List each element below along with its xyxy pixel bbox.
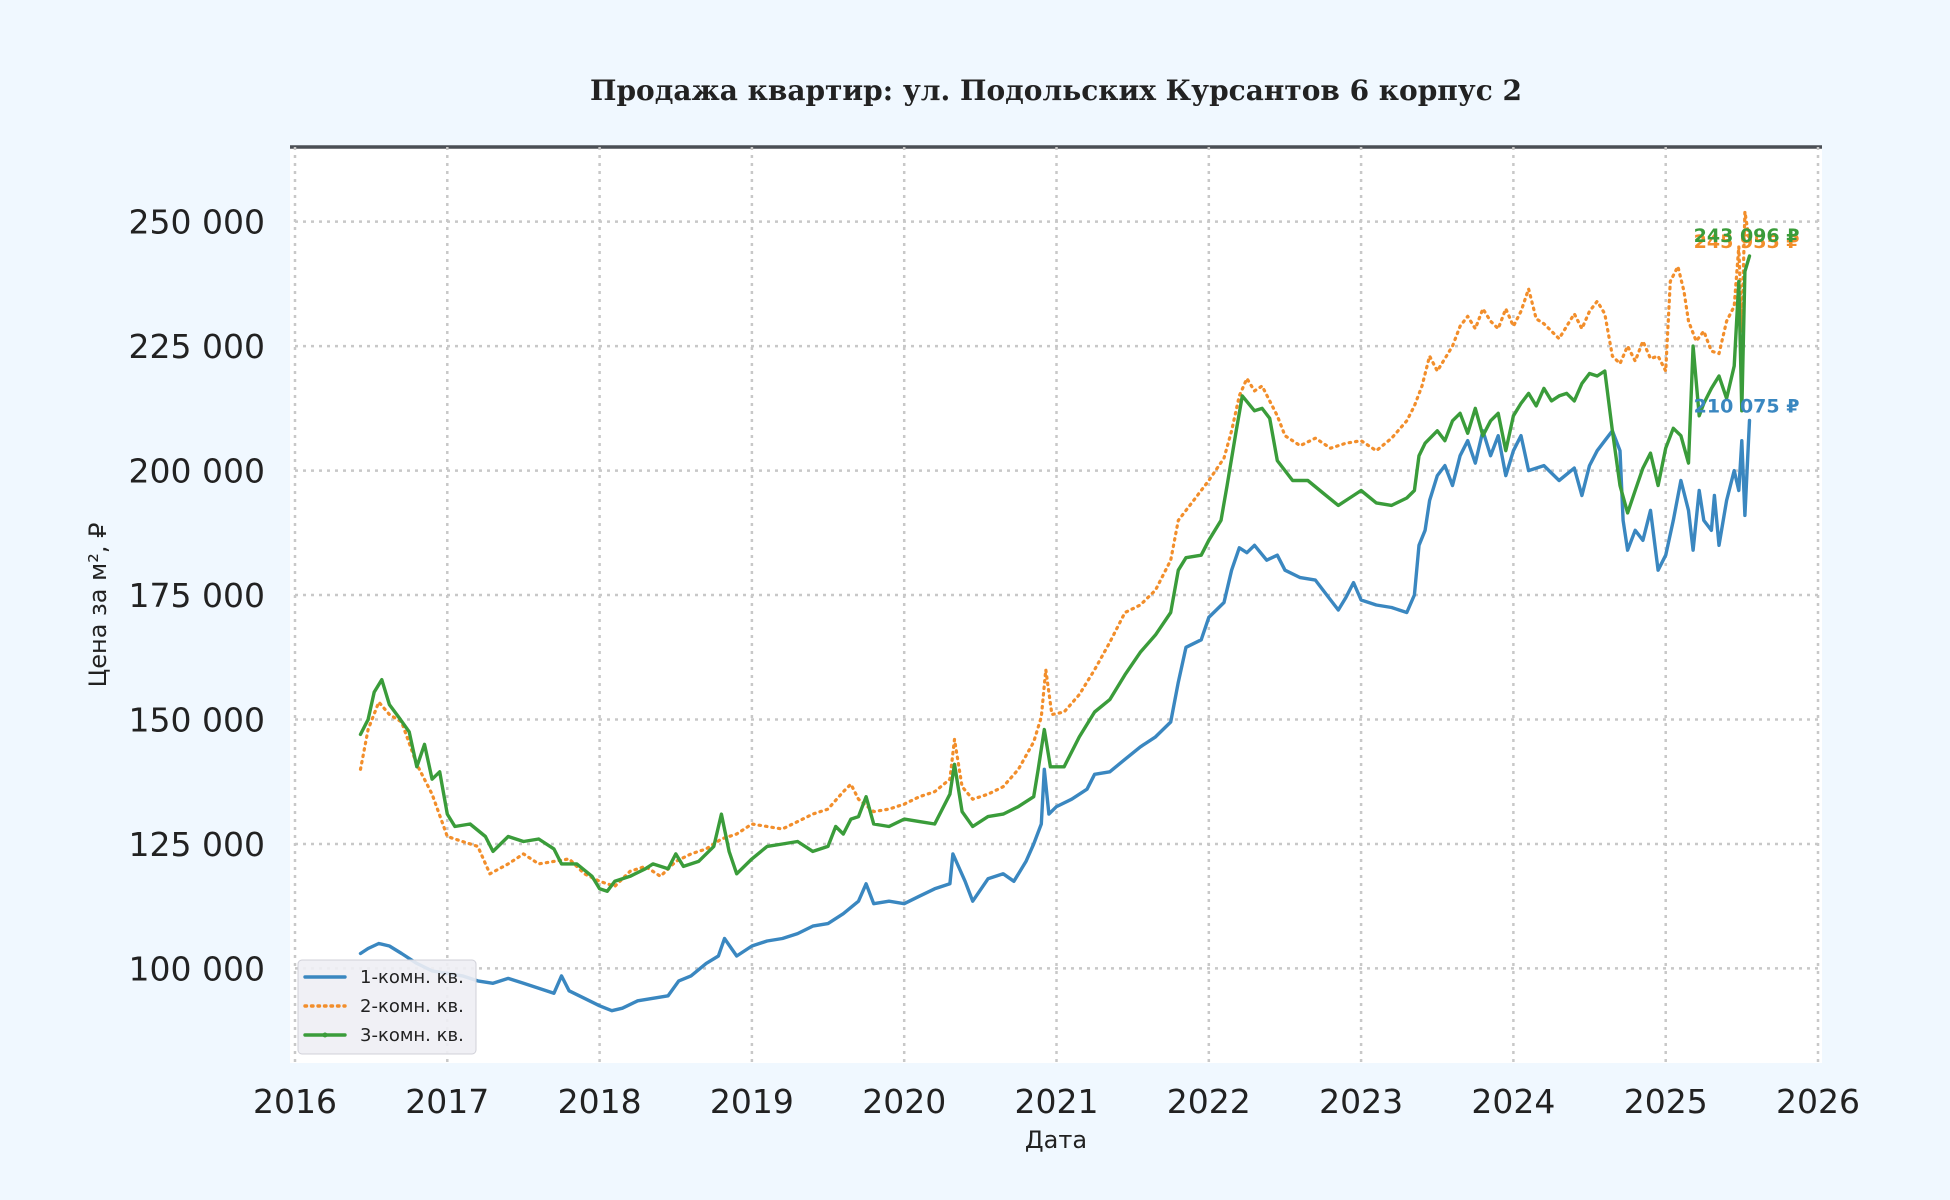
series-line-2-room	[358, 210, 1752, 888]
legend-label: 1-комн. кв.	[360, 967, 464, 988]
x-tick-label: 2026	[1776, 1082, 1860, 1121]
x-tick-label: 2021	[1015, 1082, 1099, 1121]
legend-box	[297, 959, 477, 1055]
end-value-label: 210 075 ₽	[1694, 395, 1800, 417]
y-tick-labels: 100 000 125 000 150 000 175 000 200 000 225 0…	[129, 203, 265, 989]
y-tick-label: 125 000	[129, 825, 265, 864]
series-line-1-room	[358, 418, 1752, 1013]
x-tick-label: 2020	[862, 1082, 946, 1121]
y-tick-label: 200 000	[129, 452, 265, 491]
grid	[293, 147, 1820, 1063]
y-tick-label: 225 000	[129, 327, 265, 366]
x-tick-label: 2019	[710, 1082, 794, 1121]
x-tick-label: 2016	[253, 1082, 337, 1121]
x-axis-label: Дата	[1025, 1126, 1087, 1154]
x-tick-labels: 2016 2017 2018 2019 2020 2021 2022 2023 2024 2025…	[253, 1082, 1860, 1121]
x-tick-label: 2024	[1471, 1082, 1555, 1121]
y-axis-label: Цена за м², ₽	[84, 523, 112, 688]
x-tick-label: 2023	[1319, 1082, 1403, 1121]
y-tick-label: 150 000	[129, 701, 265, 740]
y-tick-label: 250 000	[129, 203, 265, 242]
x-tick-label: 2022	[1167, 1082, 1251, 1121]
x-tick-label: 2017	[405, 1082, 489, 1121]
legend: 1-комн. кв. 2-комн. кв. 3-комн. кв.	[297, 959, 477, 1055]
y-tick-label: 175 000	[129, 576, 265, 615]
end-labels: 210 075 ₽ 245 955 ₽243 096 ₽	[1694, 225, 1800, 417]
chart-title: Продажа квартир: ул. Подольских Курсанто…	[590, 74, 1522, 107]
y-tick-label: 100 000	[129, 949, 265, 988]
x-tick-label: 2025	[1624, 1082, 1708, 1121]
x-tick-label: 2018	[558, 1082, 642, 1121]
legend-label: 2-комн. кв.	[360, 996, 464, 1017]
legend-marker	[322, 1032, 328, 1038]
series-lines	[358, 210, 1752, 1013]
series-line-3-room	[358, 254, 1752, 893]
end-value-label: 245 955 ₽	[1694, 231, 1800, 253]
legend-label: 3-комн. кв.	[360, 1025, 464, 1046]
end-value-label: 243 096 ₽	[1694, 225, 1800, 247]
